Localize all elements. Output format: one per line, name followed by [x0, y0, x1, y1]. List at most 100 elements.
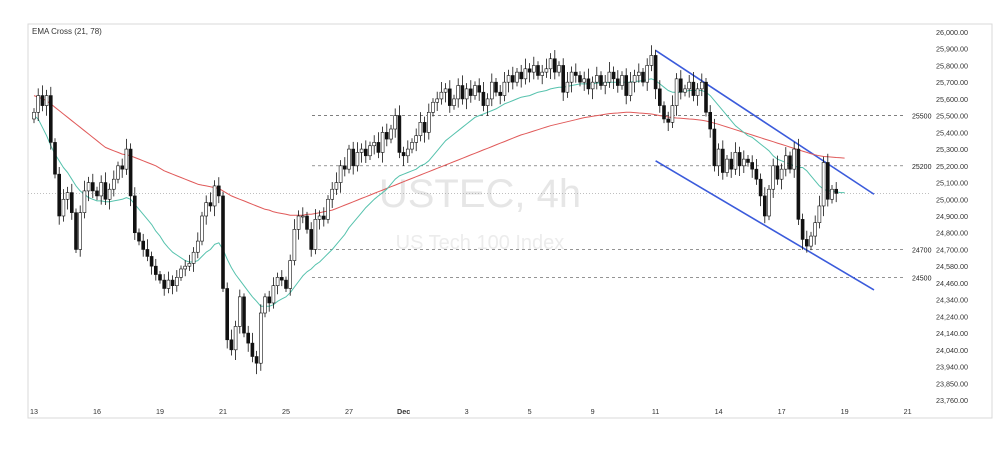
time-tick-label: 3: [465, 407, 469, 416]
candle-body: [57, 173, 62, 217]
candle-body: [800, 219, 805, 240]
candle-body: [510, 75, 515, 83]
time-tick-label: 25: [282, 407, 290, 416]
candle-body: [796, 148, 801, 220]
candle-body: [212, 185, 217, 207]
candle-body: [456, 85, 461, 100]
time-tick-label: 11: [652, 407, 659, 416]
candle-body: [191, 251, 196, 264]
candle-body: [825, 162, 830, 200]
candle-body: [380, 132, 385, 153]
candle-body: [217, 185, 221, 197]
candle-body: [32, 111, 36, 120]
candle-body: [372, 142, 377, 147]
candle-body: [200, 215, 204, 242]
candle-body: [578, 75, 582, 83]
candle-body: [594, 75, 599, 83]
level-label: 25200: [912, 164, 932, 171]
price-tick-label: 26,000.00: [936, 28, 968, 37]
candle-body: [204, 202, 208, 217]
price-tick-label: 25,000.00: [936, 195, 968, 204]
candle-body: [44, 95, 49, 106]
candle-body: [641, 71, 645, 83]
candle-body: [292, 229, 297, 261]
candle-body: [527, 68, 532, 73]
candle-body: [767, 188, 771, 217]
candle-body: [48, 95, 53, 143]
price-tick-label: 24,340.00: [936, 296, 968, 305]
candle-body: [477, 85, 482, 93]
price-axis: 26,000.00 25,900.00 25,800.00 25,700.00 25,6…: [936, 28, 968, 405]
candle-body: [695, 88, 700, 96]
candle-body: [313, 219, 318, 250]
candle-body: [590, 81, 595, 90]
candle-body: [410, 142, 414, 150]
candle-body: [342, 165, 347, 170]
candle-body: [452, 98, 456, 106]
candle-body: [699, 81, 704, 90]
candle-body: [347, 148, 351, 170]
candle-body: [670, 105, 675, 123]
candle-body: [687, 81, 692, 90]
candle-body: [263, 296, 267, 314]
price-tick-label: 25,200.00: [936, 162, 968, 171]
candle-body: [158, 274, 162, 281]
candle-body: [540, 71, 545, 76]
candle-body: [649, 55, 654, 66]
candle-body: [271, 285, 276, 304]
candle-body: [95, 190, 99, 197]
candle-body: [691, 81, 696, 96]
candle-body: [426, 111, 431, 133]
candle-body: [363, 148, 368, 157]
price-tick-label: 24,460.00: [936, 279, 968, 288]
candle-body: [804, 239, 809, 247]
candle-body: [389, 128, 393, 140]
candle-body: [422, 122, 427, 133]
candle-body: [414, 135, 419, 143]
candle-body: [74, 212, 78, 250]
candle-body: [473, 85, 477, 96]
candle-body: [468, 88, 473, 96]
candle-body: [141, 240, 145, 250]
candle-body: [288, 260, 293, 289]
candle-body: [708, 111, 713, 130]
candle-body: [552, 58, 557, 73]
candle-body: [275, 277, 280, 286]
candle-body: [821, 162, 826, 207]
candle-body: [544, 68, 549, 73]
candle-body: [729, 158, 734, 170]
horizontal-levels: 25500 25200 24700 24500: [28, 114, 932, 282]
candle-body: [569, 71, 574, 83]
price-tick-label: 24,240.00: [936, 312, 968, 321]
candle-body: [439, 91, 444, 100]
candle-body: [519, 71, 524, 80]
candle-body: [284, 279, 288, 289]
candle-body: [720, 148, 725, 173]
candle-body: [418, 122, 423, 137]
candle-body: [137, 232, 141, 242]
price-tick-label: 24,040.00: [936, 346, 968, 355]
candle-body: [267, 296, 272, 304]
candle-body: [242, 296, 246, 334]
candle-body: [809, 235, 813, 247]
candle-body: [716, 148, 721, 167]
candle-body: [435, 98, 440, 103]
candle-body: [309, 229, 314, 250]
candle-body: [599, 75, 603, 86]
time-axis: 13 16 19 21 25 27 Dec 3 5 9 11 14 17 19 21: [30, 407, 912, 416]
candle-body: [196, 240, 200, 253]
level-label: 25500: [912, 114, 932, 121]
candle-body: [78, 212, 82, 250]
candle-body: [725, 158, 729, 173]
candle-body: [632, 75, 637, 83]
candle-body: [162, 279, 166, 289]
time-tick-label: 19: [841, 407, 849, 416]
candle-body: [464, 88, 469, 100]
indicator-label: EMA Cross (21, 78): [32, 27, 102, 36]
price-tick-label: 25,900.00: [936, 45, 968, 54]
candle-body: [86, 182, 91, 192]
candle-body: [368, 145, 372, 157]
time-tick-label: 21: [904, 407, 912, 416]
candle-body: [238, 296, 242, 327]
